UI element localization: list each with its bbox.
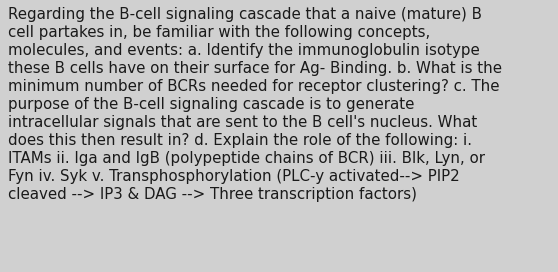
Text: Regarding the B-cell signaling cascade that a naive (mature) B
cell partakes in,: Regarding the B-cell signaling cascade t…	[8, 7, 502, 202]
